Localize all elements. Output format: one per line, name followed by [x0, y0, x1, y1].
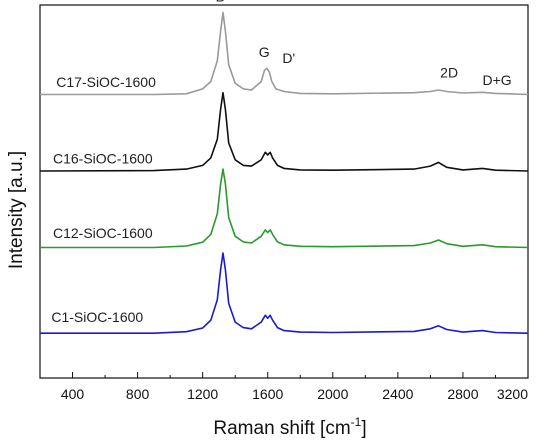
peak-label: D+G: [482, 72, 511, 88]
series-line-c12-sioc-1600: [40, 168, 529, 249]
peak-annotations: D G D' 2D D+G: [216, 0, 512, 88]
x-tick-label: 2800: [447, 386, 478, 402]
x-tick-label: 2400: [382, 386, 413, 402]
series-label: C1-SiOC-1600: [51, 309, 143, 325]
series-labels: C17-SiOC-1600 C16-SiOC-1600 C12-SiOC-1600 C…: [51, 74, 156, 325]
x-axis-label: Raman shift [cm-1]: [213, 415, 366, 439]
x-tick-label: 1200: [187, 386, 218, 402]
plot-border: [39, 4, 529, 379]
x-tick-label: 800: [126, 386, 150, 402]
x-tick-label: 2000: [317, 386, 348, 402]
series-line-c16-sioc-1600: [39, 91, 529, 172]
x-tick-label: 1600: [252, 386, 283, 402]
series-label: C17-SiOC-1600: [56, 74, 156, 90]
series-label: C16-SiOC-1600: [53, 151, 153, 167]
peak-label: G: [259, 44, 270, 60]
series-line-c17-sioc-1600: [40, 11, 529, 96]
peak-label: 2D: [440, 65, 458, 81]
x-tick-label: 400: [61, 386, 85, 402]
x-axis-label-main: Raman shift [cm: [213, 418, 350, 439]
x-axis-label-close: ]: [361, 418, 366, 439]
series-label: C12-SiOC-1600: [53, 225, 153, 241]
x-tick-label: 3200: [497, 386, 528, 402]
plot-frame: [39, 4, 529, 379]
peak-label: D': [282, 50, 295, 66]
x-axis-label-superscript: -1: [351, 415, 362, 429]
y-axis-label: Intensity [a.u.]: [6, 151, 27, 269]
series-lines: [39, 11, 529, 334]
peak-label: D: [216, 0, 226, 4]
series-line-c1-sioc-1600: [40, 252, 529, 334]
x-axis-ticks: 400 800 1200 1600 2000 2400 2800 3200: [39, 372, 529, 402]
